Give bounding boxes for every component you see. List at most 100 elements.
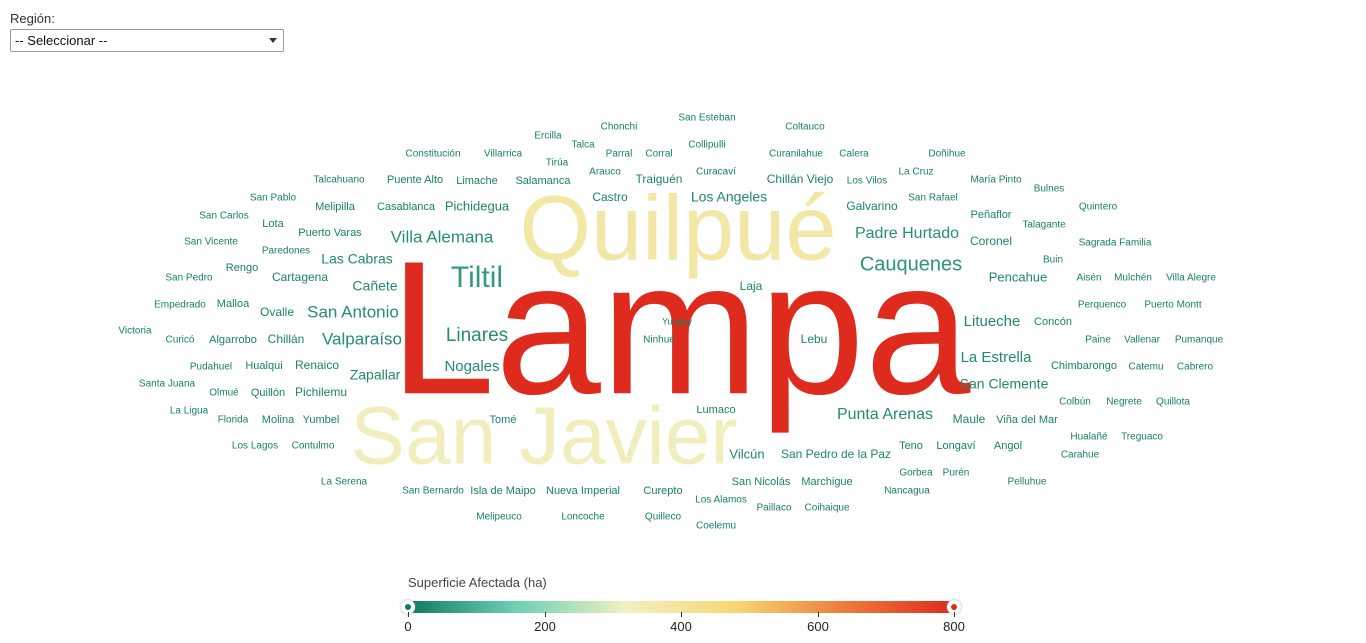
cloud-word[interactable]: Coihaique xyxy=(804,503,849,514)
cloud-word[interactable]: Longaví xyxy=(936,440,975,452)
cloud-word[interactable]: Tirúa xyxy=(546,158,569,169)
cloud-word[interactable]: Pichidegua xyxy=(445,198,510,213)
cloud-word[interactable]: San Pedro xyxy=(165,273,213,284)
cloud-word[interactable]: Paillaco xyxy=(756,503,791,514)
cloud-word[interactable]: Curacaví xyxy=(696,167,736,178)
cloud-word[interactable]: Vallenar xyxy=(1124,335,1161,346)
cloud-word[interactable]: Treguaco xyxy=(1121,432,1163,443)
cloud-word[interactable]: Yungay xyxy=(662,316,693,326)
cloud-word[interactable]: Padre Hurtado xyxy=(855,225,959,242)
cloud-word[interactable]: Villa Alemana xyxy=(391,227,494,246)
cloud-word[interactable]: Aisén xyxy=(1076,273,1101,284)
cloud-word[interactable]: Collipulli xyxy=(688,140,725,151)
cloud-word[interactable]: Chillán xyxy=(268,332,305,346)
cloud-word[interactable]: Puerto Varas xyxy=(298,227,362,239)
cloud-word[interactable]: Empedrado xyxy=(154,300,206,311)
cloud-word[interactable]: Curepto xyxy=(643,485,682,497)
cloud-word[interactable]: Cauquenes xyxy=(860,253,962,275)
cloud-word[interactable]: Pencahue xyxy=(989,269,1048,284)
cloud-word[interactable]: Coelemu xyxy=(696,521,736,532)
cloud-word[interactable]: Yumbel xyxy=(303,414,340,426)
cloud-word[interactable]: Paine xyxy=(1085,335,1111,346)
cloud-word[interactable]: Renaico xyxy=(295,358,339,372)
cloud-word[interactable]: Constitución xyxy=(405,149,460,160)
cloud-word[interactable]: Cañete xyxy=(352,278,397,294)
cloud-word[interactable]: Villa Alegre xyxy=(1166,273,1216,284)
cloud-word[interactable]: Pelluhue xyxy=(1008,477,1047,488)
cloud-word[interactable]: Hualañé xyxy=(1070,432,1108,443)
cloud-word[interactable]: María Pinto xyxy=(970,175,1022,186)
cloud-word[interactable]: Puerto Montt xyxy=(1144,300,1201,311)
cloud-word[interactable]: Coronel xyxy=(970,234,1012,248)
cloud-word[interactable]: Olmué xyxy=(209,388,239,399)
legend-max-handle[interactable] xyxy=(947,600,961,614)
cloud-word[interactable]: Isla de Maipo xyxy=(470,485,535,497)
cloud-word[interactable]: Ercilla xyxy=(534,131,562,142)
cloud-word[interactable]: Loncoche xyxy=(561,512,605,523)
cloud-word[interactable]: Lampa xyxy=(390,222,971,434)
cloud-word[interactable]: Las Cabras xyxy=(321,251,393,267)
cloud-word[interactable]: Sagrada Familia xyxy=(1079,238,1152,249)
cloud-word[interactable]: Cabrero xyxy=(1177,362,1214,373)
cloud-word[interactable]: Casablanca xyxy=(377,201,436,213)
cloud-word[interactable]: Lumaco xyxy=(696,404,735,416)
cloud-word[interactable]: La Estrella xyxy=(961,349,1033,366)
cloud-word[interactable]: Los Lagos xyxy=(232,441,278,452)
cloud-word[interactable]: Zapallar xyxy=(350,367,401,383)
cloud-word[interactable]: Villarrica xyxy=(484,149,523,160)
cloud-word[interactable]: Los Alamos xyxy=(695,495,747,506)
cloud-word[interactable]: Chillán Viejo xyxy=(767,172,834,186)
cloud-word[interactable]: Traiguén xyxy=(636,172,683,186)
cloud-word[interactable]: Valparaíso xyxy=(322,329,402,348)
cloud-word[interactable]: Contulmo xyxy=(292,441,335,452)
cloud-word[interactable]: San Nicolás xyxy=(732,476,791,488)
cloud-word[interactable]: Hualqui xyxy=(245,360,282,372)
cloud-word[interactable]: Laja xyxy=(740,279,763,293)
cloud-word[interactable]: Puente Alto xyxy=(387,174,443,186)
cloud-word[interactable]: Ovalle xyxy=(260,305,294,319)
cloud-word[interactable]: Gorbea xyxy=(899,468,933,479)
cloud-word[interactable]: Vilcún xyxy=(729,446,764,461)
cloud-word[interactable]: Algarrobo xyxy=(209,334,257,346)
cloud-word[interactable]: Quilpué xyxy=(519,177,836,279)
cloud-word[interactable]: Talcahuano xyxy=(313,175,365,186)
cloud-word[interactable]: Negrete xyxy=(1106,397,1142,408)
cloud-word[interactable]: Galvarino xyxy=(846,199,898,213)
cloud-word[interactable]: Molina xyxy=(262,414,295,426)
cloud-word[interactable]: Limache xyxy=(456,175,498,187)
cloud-word[interactable]: Quilleco xyxy=(645,512,682,523)
cloud-word[interactable]: Chonchi xyxy=(601,122,638,133)
cloud-word[interactable]: San Javier xyxy=(350,391,737,482)
cloud-word[interactable]: Marchigue xyxy=(801,476,852,488)
cloud-word[interactable]: Linares xyxy=(446,325,508,346)
cloud-word[interactable]: Tiltil xyxy=(451,261,503,294)
cloud-word[interactable]: San Rafael xyxy=(908,193,957,204)
cloud-word[interactable]: Talca xyxy=(571,140,595,151)
cloud-word[interactable]: San Pedro de la Paz xyxy=(781,447,891,461)
cloud-word[interactable]: Lebu xyxy=(801,332,828,346)
cloud-word[interactable]: Corral xyxy=(645,149,672,160)
cloud-word[interactable]: Nogales xyxy=(444,358,499,375)
cloud-word[interactable]: Talagante xyxy=(1022,220,1066,231)
cloud-word[interactable]: Purén xyxy=(943,468,970,479)
cloud-word[interactable]: Maule xyxy=(953,412,986,426)
cloud-word[interactable]: San Pablo xyxy=(250,193,297,204)
cloud-word[interactable]: Litueche xyxy=(964,313,1021,330)
cloud-word[interactable]: Salamanca xyxy=(515,175,571,187)
cloud-word[interactable]: La Ligua xyxy=(170,406,209,417)
cloud-word[interactable]: San Clemente xyxy=(960,376,1049,392)
cloud-word[interactable]: Tomé xyxy=(490,414,517,426)
cloud-word[interactable]: Bulnes xyxy=(1034,184,1065,195)
region-select[interactable]: -- Seleccionar -- xyxy=(10,29,284,52)
cloud-word[interactable]: Concón xyxy=(1034,316,1072,328)
cloud-word[interactable]: Malloa xyxy=(217,298,250,310)
cloud-word[interactable]: Carahue xyxy=(1061,450,1100,461)
cloud-word[interactable]: Perquenco xyxy=(1078,300,1127,311)
cloud-word[interactable]: Pumanque xyxy=(1175,335,1224,346)
cloud-word[interactable]: Mulchén xyxy=(1114,273,1152,284)
cloud-word[interactable]: Los Angeles xyxy=(691,189,767,205)
cloud-word[interactable]: Quintero xyxy=(1079,202,1118,213)
cloud-word[interactable]: San Esteban xyxy=(678,113,735,124)
cloud-word[interactable]: Catemu xyxy=(1128,362,1163,373)
cloud-word[interactable]: Cartagena xyxy=(272,270,328,284)
